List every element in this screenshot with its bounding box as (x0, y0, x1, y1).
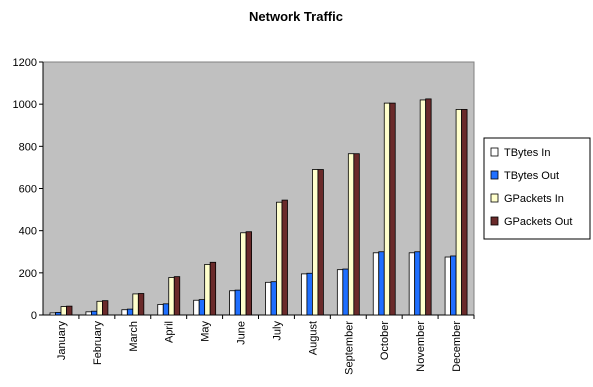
bar-tbytes-in (372, 252, 380, 316)
bar-tbytes-out (342, 268, 349, 316)
legend: TBytes In TBytes Out GPackets In GPackets O… (483, 137, 591, 240)
legend-swatch (490, 170, 499, 180)
bar-tbytes-in (193, 299, 200, 316)
bar-tbytes-in (336, 269, 344, 316)
bar-gpackets-out (461, 109, 468, 316)
bar-tbytes-in (229, 290, 236, 316)
x-tick-label: January (56, 321, 68, 361)
bar-tbytes-out (450, 255, 457, 316)
bar-gpackets-in (276, 201, 283, 316)
bar-tbytes-out (306, 272, 313, 316)
y-tick-label: 800 (19, 141, 37, 153)
x-axis: January February March April May June July Augu… (43, 314, 475, 375)
legend-swatch (490, 193, 499, 203)
bar-tbytes-out (198, 299, 206, 316)
bar-gpackets-in (455, 109, 462, 316)
legend-box (483, 137, 591, 240)
x-tick-label: October (379, 321, 391, 360)
y-tick-label: 400 (19, 226, 37, 238)
bar-tbytes-out (126, 308, 134, 316)
bar-gpackets-out (102, 300, 109, 316)
bar-tbytes-in (49, 312, 56, 316)
legend-swatch (490, 147, 499, 157)
chart-title: Network Traffic (249, 9, 343, 24)
bar-tbytes-in (301, 273, 308, 316)
bar-tbytes-out (270, 281, 277, 316)
bar-gpackets-out (209, 261, 217, 316)
bar-tbytes-in (265, 281, 272, 316)
y-tick-label: 600 (19, 184, 37, 196)
bar-tbytes-out (414, 251, 421, 316)
bar-tbytes-in (444, 256, 451, 316)
y-tick-label: 1200 (13, 57, 37, 69)
x-tick-label: May (200, 321, 212, 342)
bar-tbytes-out (91, 310, 98, 316)
legend-label: GPackets In (504, 193, 564, 205)
y-tick-label: 200 (19, 268, 37, 280)
bar-gpackets-out (425, 98, 432, 316)
legend-label: GPackets Out (504, 216, 572, 228)
bar-gpackets-in (168, 277, 175, 316)
bar-gpackets-in (132, 293, 139, 316)
bars (49, 98, 468, 316)
bar-tbytes-out (55, 312, 62, 316)
x-tick-label: November (415, 321, 427, 372)
bar-gpackets-in (383, 102, 391, 316)
bar-gpackets-in (419, 99, 427, 316)
bar-gpackets-out (173, 276, 181, 316)
bar-tbytes-out (378, 251, 385, 316)
x-tick-label: April (164, 321, 176, 343)
bar-gpackets-out (281, 199, 288, 316)
bar-gpackets-in (204, 263, 211, 316)
y-tick-label: 0 (31, 310, 37, 322)
y-axis: 0 200 400 600 800 1000 1200 (13, 57, 44, 322)
x-tick-label: February (92, 321, 104, 366)
bar-gpackets-in (312, 169, 319, 316)
bar-gpackets-out (137, 293, 145, 316)
bar-tbytes-out (162, 303, 170, 316)
bar-gpackets-out (389, 102, 396, 316)
bar-gpackets-in (347, 153, 355, 316)
legend-label: TBytes Out (504, 170, 559, 182)
bar-tbytes-in (121, 309, 128, 316)
x-tick-label: June (236, 321, 248, 345)
bar-gpackets-out (66, 305, 73, 316)
bar-tbytes-out (234, 289, 241, 316)
bar-gpackets-out (353, 153, 360, 316)
bar-gpackets-in (96, 300, 103, 316)
plot-area (42, 61, 475, 316)
bar-gpackets-in (240, 232, 247, 316)
bar-tbytes-in (85, 311, 92, 316)
x-tick-label: August (307, 321, 319, 355)
legend-swatch (490, 216, 499, 226)
y-tick-label: 1000 (13, 99, 37, 111)
x-tick-label: September (343, 321, 355, 375)
bar-tbytes-in (408, 252, 416, 316)
bar-gpackets-out (245, 231, 252, 316)
x-tick-label: December (451, 321, 463, 372)
bar-gpackets-in (60, 306, 67, 316)
legend-label: TBytes In (504, 147, 550, 159)
x-tick-label: July (271, 321, 283, 341)
x-tick-label: March (128, 321, 140, 352)
bar-gpackets-out (317, 169, 324, 316)
bar-tbytes-in (157, 304, 164, 316)
